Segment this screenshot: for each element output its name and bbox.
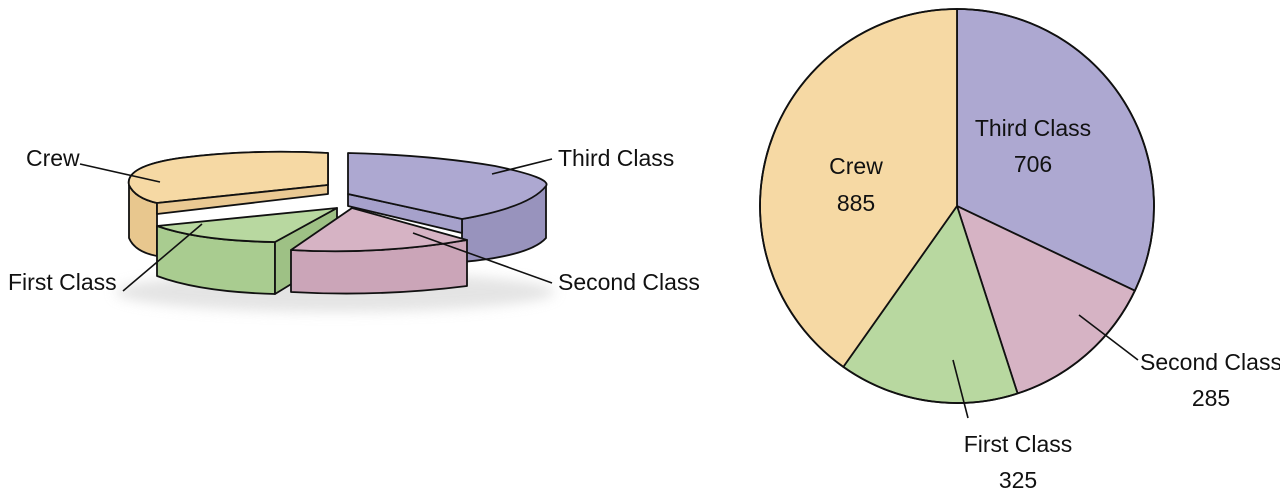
pie2d-slices bbox=[759, 8, 1155, 404]
pie3d-slice-second-class bbox=[290, 207, 468, 295]
value-second-class-2d: 285 bbox=[1192, 385, 1230, 411]
pie2d-outline bbox=[759, 8, 1155, 404]
label-third-class-2d: Third Class bbox=[975, 115, 1091, 141]
leader-third-class-3d bbox=[491, 158, 553, 175]
leader-first-class-3d bbox=[122, 223, 203, 292]
leader-second-class-3d bbox=[412, 232, 553, 284]
pie-2d-chart: Third Class 706 Crew 885 Second Class 28… bbox=[759, 8, 1280, 493]
label-first-class-3d: First Class bbox=[8, 269, 117, 295]
value-first-class-2d: 325 bbox=[999, 467, 1037, 493]
pie3d-slice-crew bbox=[127, 150, 329, 257]
label-third-class-3d: Third Class bbox=[558, 145, 674, 171]
label-second-class-3d: Second Class bbox=[558, 269, 700, 295]
leader-first-class-2d bbox=[952, 359, 969, 419]
leader-crew-3d bbox=[79, 163, 161, 183]
label-first-class-2d: First Class bbox=[964, 431, 1073, 457]
pie-3d-chart: Crew Third Class First Class Second Clas… bbox=[8, 145, 700, 312]
label-crew-2d: Crew bbox=[829, 153, 883, 179]
label-crew-3d: Crew bbox=[26, 145, 80, 171]
leader-second-class-2d bbox=[1078, 314, 1139, 361]
label-second-class-2d: Second Class bbox=[1140, 349, 1280, 375]
value-crew-2d: 885 bbox=[837, 190, 875, 216]
pie3d-slice-third-class bbox=[347, 152, 548, 263]
value-third-class-2d: 706 bbox=[1014, 151, 1052, 177]
